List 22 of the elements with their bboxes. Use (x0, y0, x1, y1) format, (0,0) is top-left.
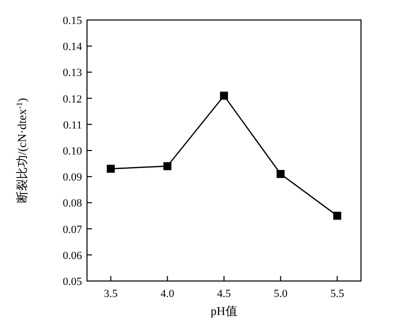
y-tick-label: 0.10 (62, 146, 82, 158)
y-tick-label: 0.08 (62, 198, 82, 210)
point (163, 162, 172, 170)
x-tick-label: 4.5 (217, 288, 232, 300)
y-tick-label: 0.07 (62, 224, 82, 236)
x-axis-title: pH值 (210, 304, 238, 318)
point (106, 164, 115, 173)
y-tick-label: 0.13 (62, 67, 82, 80)
point (333, 212, 342, 220)
x-tick-label: 3.5 (104, 288, 118, 300)
y-tick-label: 0.06 (62, 250, 82, 262)
y-tick-label: 0.14 (62, 41, 82, 54)
x-tick-label: 4.0 (160, 288, 175, 300)
point (276, 170, 285, 178)
y-tick-label: 0.05 (62, 276, 82, 288)
x-tick-label: 5.0 (274, 288, 288, 300)
point (220, 92, 228, 100)
y-tick-label: 0.15 (62, 15, 82, 27)
y-tick-label: 0.11 (63, 119, 82, 132)
y-tick-label: 0.12 (62, 93, 82, 106)
y-tick-label: 0.09 (62, 172, 82, 184)
x-tick-label: 5.5 (330, 288, 345, 300)
